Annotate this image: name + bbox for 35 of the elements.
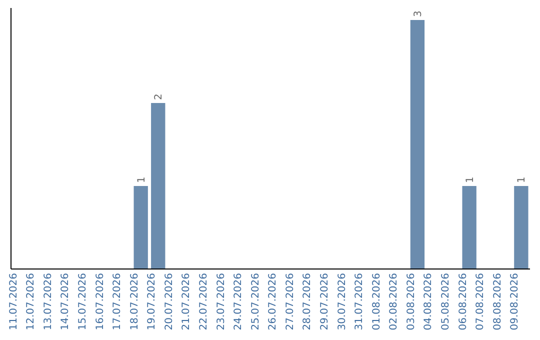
x-tick-label: 03.08.2026 <box>406 273 417 330</box>
data-label: 1 <box>516 176 528 183</box>
x-tick-label: 24.07.2026 <box>233 273 244 330</box>
x-tick-label: 07.08.2026 <box>475 273 486 330</box>
x-tick-label: 26.07.2026 <box>268 273 279 330</box>
data-label: 1 <box>464 176 476 183</box>
x-tick-label: 04.08.2026 <box>423 273 434 330</box>
data-label: 3 <box>412 10 424 17</box>
x-tick-label: 18.07.2026 <box>129 273 140 330</box>
x-tick-label: 22.07.2026 <box>198 273 210 330</box>
x-tick-label: 11.07.2026 <box>8 273 20 330</box>
x-tick-label: 20.07.2026 <box>164 273 175 330</box>
x-tick-label: 31.07.2026 <box>354 273 366 330</box>
x-tick-label: 17.07.2026 <box>112 273 124 330</box>
x-tick-label: 09.08.2026 <box>510 273 521 330</box>
data-label: 2 <box>154 94 165 100</box>
x-tick-label: 05.08.2026 <box>440 273 452 330</box>
x-tick-label: 19.07.2026 <box>146 273 158 330</box>
x-tick-label: 25.07.2026 <box>250 273 262 330</box>
data-label: 1 <box>136 176 148 183</box>
x-tick-label: 21.07.2026 <box>181 273 192 330</box>
x-tick-label: 28.07.2026 <box>302 273 314 330</box>
x-tick-label: 29.07.2026 <box>320 273 331 330</box>
x-tick-label: 06.08.2026 <box>458 273 469 330</box>
x-tick-label: 13.07.2026 <box>42 273 54 330</box>
x-tick-label: 12.07.2026 <box>26 273 37 330</box>
x-tick-label: 14.07.2026 <box>60 273 72 330</box>
x-tick-label: 08.08.2026 <box>492 273 504 330</box>
x-tick-label: 16.07.2026 <box>94 273 106 330</box>
x-tick-label: 27.07.2026 <box>284 273 296 330</box>
x-tick-label: 01.08.2026 <box>371 273 382 330</box>
x-tick-label: 02.08.2026 <box>388 273 400 330</box>
x-tick-label: 23.07.2026 <box>216 273 227 330</box>
x-tick-label: 30.07.2026 <box>336 273 348 330</box>
x-tick-label: 15.07.2026 <box>77 273 88 330</box>
